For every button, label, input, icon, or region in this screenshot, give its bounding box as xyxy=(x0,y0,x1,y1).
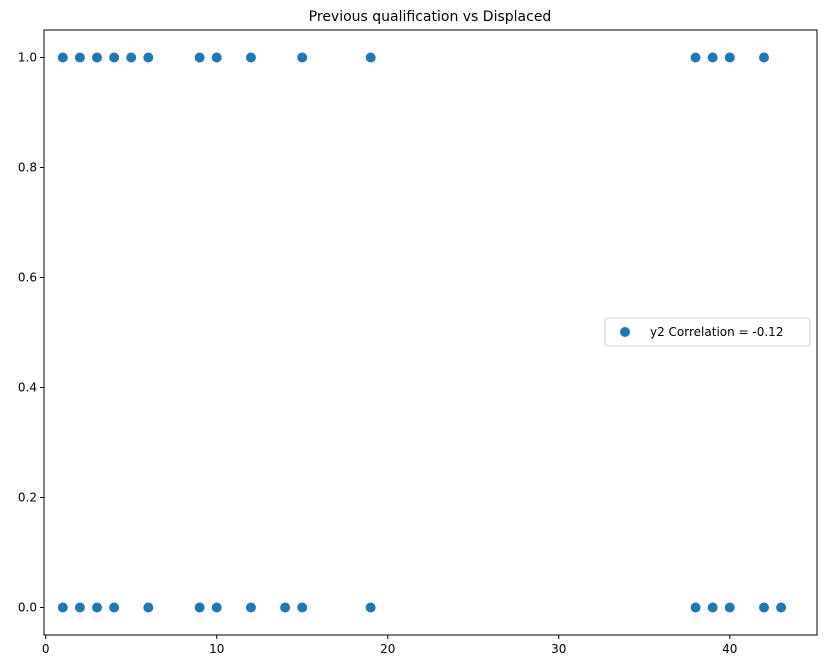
x-tick-label: 0 xyxy=(42,642,50,656)
data-point xyxy=(211,52,222,63)
data-point xyxy=(297,52,308,63)
data-point xyxy=(92,602,103,613)
data-point xyxy=(245,602,256,613)
data-point xyxy=(724,52,735,63)
data-point xyxy=(365,602,376,613)
legend-box xyxy=(604,317,811,347)
y-tick-label: 0.8 xyxy=(18,161,37,175)
data-point xyxy=(690,52,701,63)
x-tick-label: 20 xyxy=(380,642,395,656)
chart-title: Previous qualification vs Displaced xyxy=(309,9,552,25)
plot-area-frame xyxy=(43,29,818,636)
data-point xyxy=(109,602,120,613)
data-point xyxy=(57,52,68,63)
data-point xyxy=(194,602,205,613)
legend-label: y2 Correlation = -0.12 xyxy=(650,325,783,339)
legend-marker xyxy=(620,327,630,337)
data-point xyxy=(57,602,68,613)
data-point xyxy=(194,52,205,63)
x-tick-label: 10 xyxy=(209,642,224,656)
y-tick-label: 0.4 xyxy=(18,381,37,395)
x-tick-label: 40 xyxy=(722,642,737,656)
y-tick-label: 1.0 xyxy=(18,51,37,65)
data-point xyxy=(143,602,154,613)
data-point xyxy=(707,602,718,613)
data-point xyxy=(690,602,701,613)
data-point xyxy=(92,52,103,63)
data-point xyxy=(74,602,85,613)
data-point xyxy=(126,52,137,63)
data-point xyxy=(776,602,787,613)
y-tick-label: 0.6 xyxy=(18,271,37,285)
data-point xyxy=(365,52,376,63)
data-point xyxy=(758,602,769,613)
x-tick-label: 30 xyxy=(551,642,566,656)
x-axis-ticks: 0 10 20 30 40 xyxy=(42,635,737,656)
data-point xyxy=(211,602,222,613)
data-point xyxy=(245,52,256,63)
data-point xyxy=(297,602,308,613)
data-point xyxy=(724,602,735,613)
data-points xyxy=(57,52,787,613)
data-point xyxy=(280,602,291,613)
data-point xyxy=(143,52,154,63)
data-point xyxy=(707,52,718,63)
legend: y2 Correlation = -0.12 xyxy=(604,317,811,347)
y-tick-label: 0.2 xyxy=(18,491,37,505)
y-tick-label: 0.0 xyxy=(18,601,37,615)
y-axis-ticks: 0.0 0.2 0.4 0.6 0.8 1.0 xyxy=(18,51,44,615)
data-point xyxy=(109,52,120,63)
data-point xyxy=(758,52,769,63)
data-point xyxy=(74,52,85,63)
